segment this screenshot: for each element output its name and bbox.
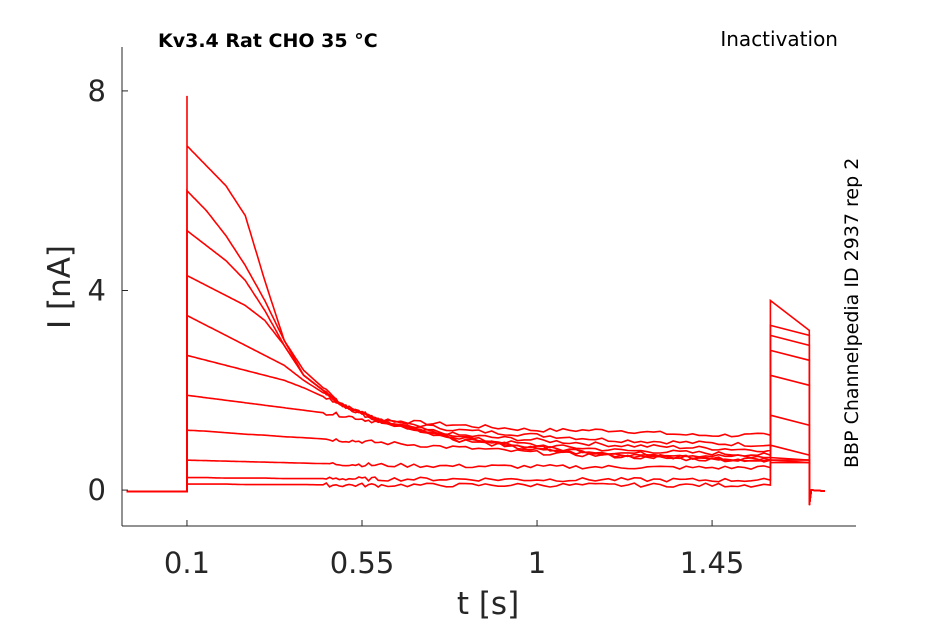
traces xyxy=(126,95,825,506)
series-line-11 xyxy=(126,461,825,506)
series-line-10 xyxy=(126,459,825,506)
series-line-2 xyxy=(126,188,825,506)
y-tick-label: 4 xyxy=(88,273,106,307)
x-tick-label: 1.45 xyxy=(680,546,745,580)
chart-subtitle: Inactivation xyxy=(720,27,838,51)
series-line-3 xyxy=(126,228,825,506)
series-line-8 xyxy=(126,429,825,506)
series-line-9 xyxy=(126,459,825,506)
y-axis-label: I [nA] xyxy=(42,245,78,329)
x-tick-label: 0.1 xyxy=(164,546,210,580)
ticks: 0.1 0.55 1 1.45 0 4 8 xyxy=(88,74,745,580)
series-line-5 xyxy=(126,314,825,506)
y-tick-label: 0 xyxy=(88,473,106,507)
x-tick-label: 0.55 xyxy=(330,546,395,580)
series-line-4 xyxy=(126,274,825,506)
y-tick-label: 8 xyxy=(88,74,106,108)
annotation: BBP Channelpedia ID 2937 rep 2 xyxy=(841,158,863,468)
chart-title: Kv3.4 Rat CHO 35 °C xyxy=(158,30,378,52)
x-tick-label: 1 xyxy=(528,546,546,580)
x-axis-label: t [s] xyxy=(457,586,519,622)
